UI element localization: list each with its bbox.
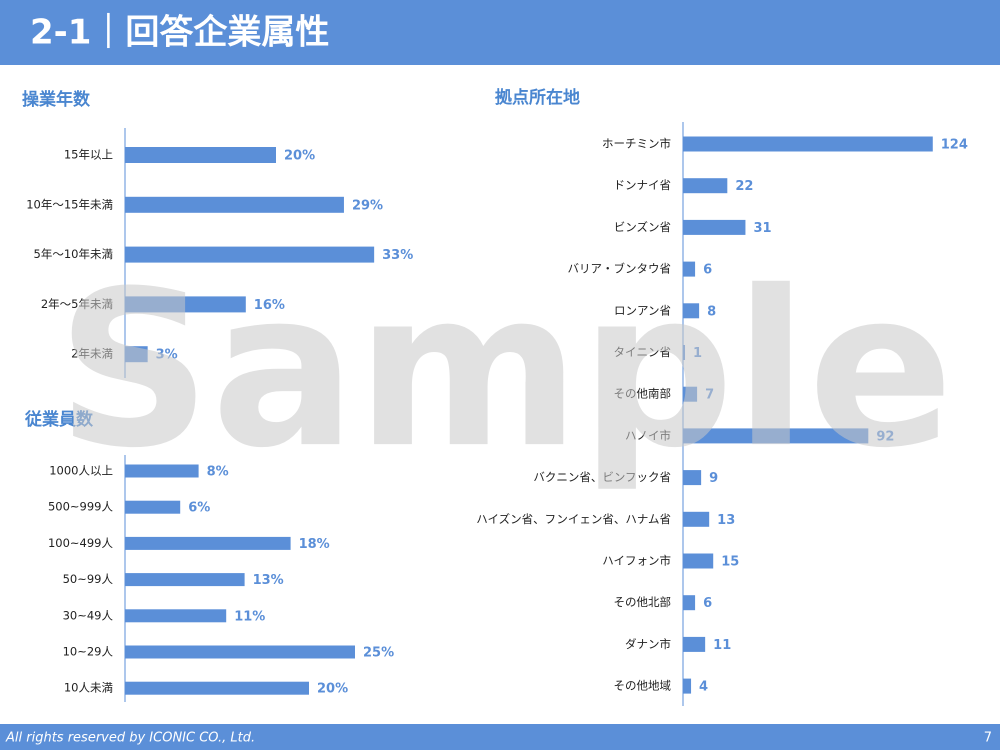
chart-title: 操業年数	[22, 89, 91, 110]
value-label: 20%	[284, 149, 315, 164]
category-label: ハノイ市	[625, 428, 671, 442]
value-label: 6	[703, 263, 712, 278]
category-label: 5年～10年未満	[34, 247, 113, 261]
value-label: 6%	[188, 501, 210, 516]
value-label: 9	[709, 471, 718, 486]
bar	[125, 296, 246, 313]
category-label: バリア・ブンタウ省	[568, 262, 672, 276]
bar	[683, 595, 696, 611]
category-label: ビンズン省	[614, 220, 671, 234]
category-label: ドンナイ省	[614, 178, 672, 192]
category-label: 10~29人	[63, 645, 114, 659]
bar	[683, 136, 933, 152]
category-label: ハイズン省、フンイェン省、ハナム省	[476, 512, 671, 526]
category-label: 500~999人	[48, 500, 114, 514]
value-label: 15	[721, 555, 739, 570]
bar	[683, 219, 746, 235]
value-label: 92	[876, 429, 894, 444]
bar	[125, 246, 375, 263]
chart-title: 従業員数	[24, 409, 94, 430]
bar	[125, 464, 199, 478]
category-label: その他北部	[614, 595, 672, 609]
category-label: ハイフォン市	[602, 554, 671, 568]
value-label: 13%	[253, 573, 284, 588]
category-label: 10年～15年未満	[26, 197, 113, 211]
footer-bar	[0, 724, 1000, 750]
chart-title: 拠点所在地	[495, 87, 580, 108]
category-label: 50~99人	[63, 572, 114, 586]
slide-title: 2-1｜回答企業属性	[30, 13, 329, 53]
bar	[125, 609, 227, 623]
bar	[683, 428, 869, 444]
bar	[683, 386, 698, 402]
bar	[683, 553, 714, 569]
category-label: ダナン市	[625, 637, 671, 651]
value-label: 16%	[254, 298, 285, 313]
value-label: 25%	[363, 646, 394, 661]
page-number: 7	[984, 731, 992, 746]
bar	[683, 470, 702, 486]
category-label: 10人未満	[64, 681, 113, 695]
charts: 操業年数 15年以上 20% 10年～15年未満 29% 5年～10年未満 33% 2年～5年…	[22, 87, 968, 706]
bar	[125, 346, 148, 363]
bar	[683, 511, 710, 527]
value-label: 22	[735, 179, 753, 194]
category-label: 2年～5年未満	[41, 297, 113, 311]
value-label: 8%	[207, 465, 229, 480]
value-label: 33%	[382, 248, 413, 263]
category-label: その他南部	[614, 387, 672, 401]
category-label: 100~499人	[48, 536, 114, 550]
bar	[683, 178, 728, 194]
category-label: 15年以上	[64, 148, 113, 162]
bar	[683, 678, 692, 694]
bar	[125, 196, 344, 213]
category-label: ホーチミン市	[602, 137, 671, 151]
value-label: 11	[713, 638, 731, 653]
bar	[125, 681, 309, 695]
value-label: 4	[699, 680, 708, 695]
header-bar	[0, 0, 1000, 65]
value-label: 31	[753, 221, 771, 236]
category-label: 1000人以上	[49, 464, 113, 478]
bar	[125, 536, 291, 550]
copyright: All rights reserved by ICONIC CO., Ltd.	[5, 731, 255, 746]
value-label: 8	[707, 304, 716, 319]
value-label: 29%	[352, 198, 383, 213]
value-label: 6	[703, 596, 712, 611]
value-label: 7	[705, 388, 714, 403]
category-label: タイニン省	[614, 345, 672, 359]
category-label: その他地域	[614, 679, 672, 693]
bar	[683, 261, 696, 277]
bar	[125, 573, 245, 587]
value-label: 13	[717, 513, 735, 528]
category-label: 2年未満	[71, 347, 113, 361]
bar	[683, 636, 706, 652]
bar	[683, 345, 686, 360]
bar	[125, 500, 181, 514]
category-label: 30~49人	[63, 608, 114, 622]
value-label: 20%	[317, 682, 348, 697]
category-label: バクニン省、ビンフック省	[533, 470, 671, 484]
watermark: Sample	[56, 244, 953, 495]
value-label: 124	[941, 138, 968, 153]
value-label: 3%	[156, 348, 178, 363]
value-label: 11%	[234, 609, 265, 624]
bar	[125, 645, 355, 659]
value-label: 1	[693, 346, 702, 361]
category-label: ロンアン省	[614, 303, 671, 317]
bar	[125, 147, 276, 163]
bar	[683, 303, 700, 319]
value-label: 18%	[299, 537, 330, 552]
